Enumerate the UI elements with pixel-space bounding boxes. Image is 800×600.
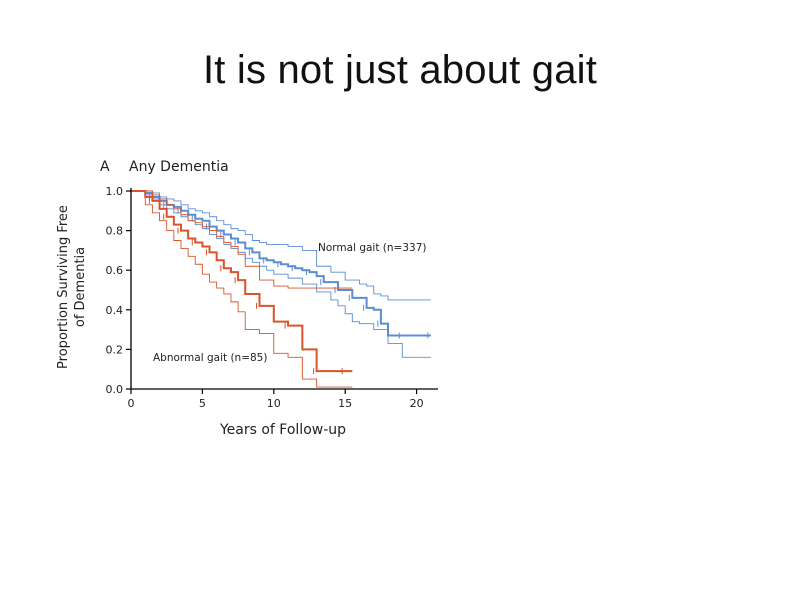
curve-abnormal-lower: [131, 190, 353, 388]
slide-title: It is not just about gait: [202, 48, 598, 92]
y-tick-label: 0.8: [106, 225, 124, 238]
chart-title: Any Dementia: [129, 159, 229, 175]
annotation-normal-gait: Normal gait (n=337): [318, 242, 427, 254]
y-tick-label: 0.2: [106, 343, 124, 356]
x-tick-label: 10: [267, 397, 281, 410]
annotation-abnormal-gait: Abnormal gait (n=85): [153, 352, 267, 364]
curve-abnormal: [131, 190, 353, 373]
panel-letter: A: [100, 159, 110, 175]
curve-normal-lower: [131, 190, 431, 358]
y-tick-label: 0.6: [106, 264, 124, 277]
y-tick-label: 0.0: [106, 383, 124, 396]
y-tick-label: 0.4: [106, 304, 124, 317]
x-tick-label: 20: [410, 397, 424, 410]
x-tick-label: 15: [338, 397, 352, 410]
y-tick-label: 1.0: [106, 185, 124, 198]
x-axis-label: Years of Follow-up: [219, 422, 346, 438]
x-tick-label: 0: [128, 397, 135, 410]
x-tick-label: 5: [199, 397, 206, 410]
y-axis-label-line2: of Dementia: [73, 247, 88, 327]
y-axis-label-line1: Proportion Surviving Free: [56, 205, 71, 369]
curve-normal-upper: [131, 190, 431, 301]
curve-abnormal-upper: [131, 190, 353, 289]
